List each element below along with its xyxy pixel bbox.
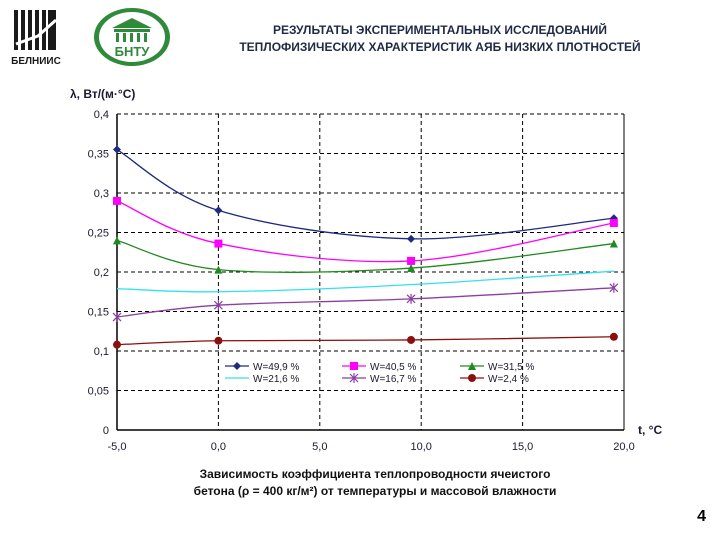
data-point [609, 219, 618, 228]
y-tick-label: 0,1 [94, 346, 109, 358]
x-axis-label: t, °C [638, 423, 662, 437]
y-tick-label: 0,3 [94, 188, 109, 200]
series-line [116, 287, 614, 318]
series-line [116, 148, 614, 240]
data-point [609, 239, 618, 248]
y-tick-label: 0,25 [88, 228, 109, 240]
data-point [407, 264, 416, 273]
data-point [214, 265, 223, 274]
caption-line-2: бетона (ρ = 400 кг/м²) от температуры и … [193, 484, 557, 498]
y-tick-label: 0,15 [88, 307, 109, 319]
data-point [214, 206, 223, 215]
legend-entry: W=31,5 % [488, 362, 535, 373]
legend-marker [468, 362, 476, 370]
y-tick-label: 0,35 [88, 149, 109, 161]
chart-caption: Зависимость коэффициента теплопроводност… [140, 466, 610, 500]
series-2 [113, 196, 618, 265]
page-number: 4 [697, 508, 706, 525]
series-line [116, 270, 614, 293]
slide-title: РЕЗУЛЬТАТЫ ЭКСПЕРИМЕНТАЛЬНЫХ ИССЛЕДОВАНИ… [190, 22, 690, 56]
legend-entry: W=2,4 % [488, 374, 529, 385]
series-line [116, 239, 614, 273]
logo-right-text: БНТУ [115, 44, 151, 59]
y-tick-label: 0 [103, 425, 109, 437]
data-point [406, 293, 416, 304]
x-tick-label: 10,0 [410, 441, 431, 453]
series-3 [113, 236, 618, 274]
legend-entry: W=16,7 % [370, 374, 417, 385]
legend-marker [349, 373, 359, 383]
legend-entry: W=21,6 % [253, 374, 300, 385]
y-axis-label: λ, Вт/(м·°С) [70, 87, 135, 101]
x-tick-label: 15,0 [512, 441, 533, 453]
data-point [407, 335, 416, 344]
title-line-2: ТЕПЛОФИЗИЧЕСКИХ ХАРАКТЕРИСТИК АЯБ НИЗКИХ… [239, 40, 641, 54]
legend-marker [350, 362, 358, 370]
legend-entry: W=40,5 % [370, 362, 417, 373]
data-point [407, 234, 416, 243]
data-point [213, 300, 223, 311]
x-tick-label: -5,0 [108, 441, 127, 453]
data-point [214, 336, 223, 345]
y-tick-label: 0,2 [94, 267, 109, 279]
legend-marker [468, 374, 476, 382]
data-point [609, 282, 619, 293]
series-4 [116, 270, 614, 293]
legend: W=49,9 % W=40,5 % W=31,5 % W=21,6 % W=16,7 %… [225, 362, 535, 385]
title-line-1: РЕЗУЛЬТАТЫ ЭКСПЕРИМЕНТАЛЬНЫХ ИССЛЕДОВАНИ… [272, 23, 608, 37]
legend-marker [233, 362, 241, 370]
series-line [116, 336, 614, 346]
data-point [214, 239, 223, 248]
data-point [112, 312, 122, 323]
data-point [113, 340, 121, 349]
series-1 [113, 145, 618, 243]
data-point [113, 236, 121, 245]
series-5 [112, 282, 619, 323]
belniis-logo: БЕЛНИИС [11, 10, 61, 67]
y-tick-label: 0,05 [88, 386, 109, 398]
x-tick-label: 5,0 [312, 441, 327, 453]
data-point [113, 145, 121, 154]
y-tick-label: 0,4 [94, 109, 109, 121]
data-point [407, 256, 416, 265]
data-point [609, 332, 618, 341]
x-tick-label: 20,0 [613, 441, 634, 453]
caption-line-1: Зависимость коэффициента теплопроводност… [199, 467, 551, 481]
series-6 [113, 332, 618, 349]
series-line [116, 200, 614, 263]
data-point [113, 196, 121, 205]
legend-entry: W=49,9 % [253, 362, 300, 373]
logo-left-text: БЕЛНИИС [11, 56, 61, 67]
x-tick-label: 0,0 [211, 441, 226, 453]
bntu-logo: БНТУ [94, 8, 170, 66]
